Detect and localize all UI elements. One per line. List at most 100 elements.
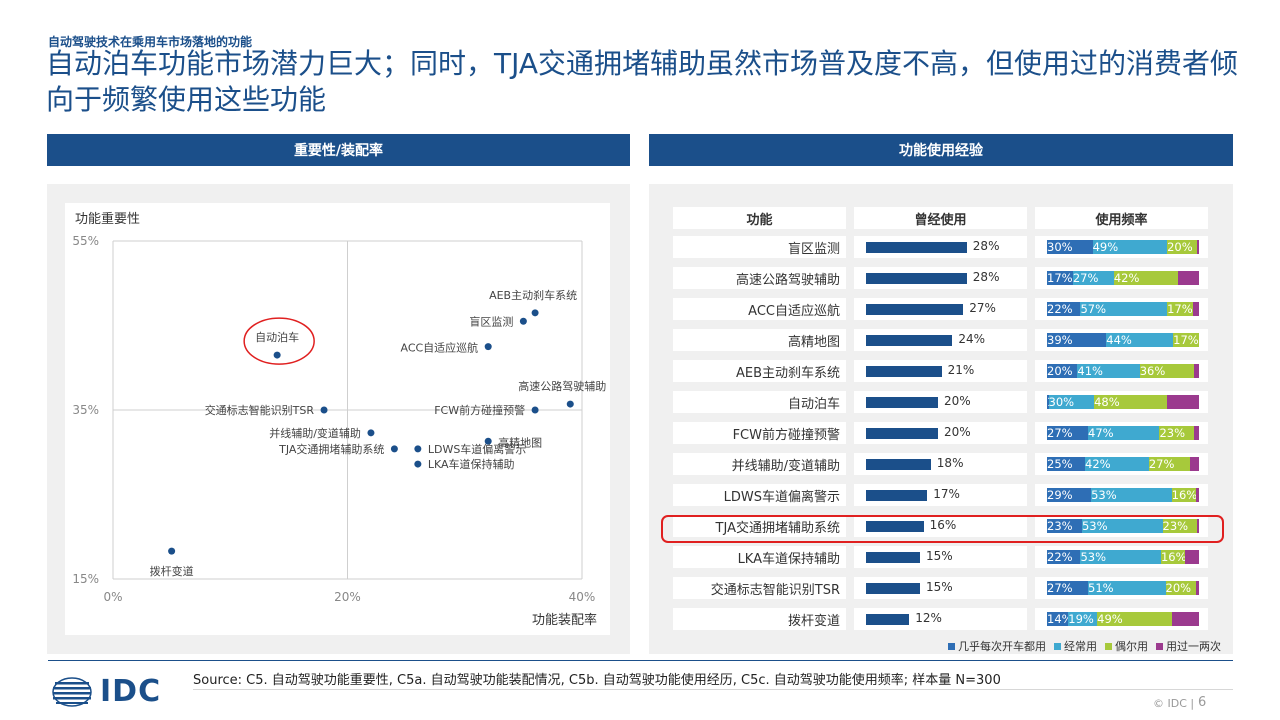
- frequency-segment: [1189, 457, 1199, 471]
- usage-bar: [866, 273, 967, 284]
- frequency-cell: 23% 53% 23%: [1035, 515, 1208, 537]
- frequency-bar: 39% 44% 17%: [1047, 333, 1199, 347]
- frequency-bar: 14% 19% 49%: [1047, 612, 1199, 626]
- frequency-cell: 39% 44% 17%: [1035, 329, 1208, 351]
- usage-bar: [866, 490, 928, 501]
- usage-value: 18%: [936, 456, 964, 470]
- x-tick-label: 40%: [569, 590, 596, 604]
- feature-name-cell: 高速公路驾驶辅助: [673, 267, 846, 289]
- scatter-point: [168, 547, 176, 555]
- legend-label-2: 经常用: [1064, 640, 1097, 653]
- frequency-bar: 22% 57% 17%: [1047, 302, 1199, 316]
- usage-bar: [866, 552, 920, 563]
- feature-name-cell: LKA车道保持辅助: [673, 546, 846, 568]
- frequency-segment: 49%: [1097, 612, 1172, 626]
- point-label: 自动泊车: [255, 330, 299, 344]
- usage-value: 15%: [926, 549, 953, 563]
- frequency-bar: 22% 53% 16%: [1047, 550, 1199, 564]
- scatter-point: [484, 437, 492, 445]
- frequency-segment: 23%: [1162, 519, 1198, 533]
- point-label: LDWS车道偏离警示: [428, 442, 526, 456]
- point-label: FCW前方碰撞预警: [434, 403, 525, 417]
- frequency-segment: 49%: [1092, 240, 1168, 254]
- frequency-cell: 22% 57% 17%: [1035, 298, 1208, 320]
- frequency-segment: [1177, 271, 1199, 285]
- usage-cell: 18%: [854, 453, 1027, 475]
- right-panel-header: 功能使用经验: [649, 134, 1233, 166]
- usage-cell: 20%: [854, 391, 1027, 413]
- usage-bar: [866, 397, 938, 408]
- frequency-cell: 25% 42% 27%: [1035, 453, 1208, 475]
- tja-highlight-box: [661, 515, 1224, 543]
- frequency-segment: 42%: [1113, 271, 1178, 285]
- frequency-segment: 36%: [1139, 364, 1195, 378]
- usage-bar: [866, 335, 953, 346]
- scatter-point: [367, 429, 375, 437]
- usage-value: 12%: [915, 611, 942, 625]
- usage-table: 功能 曾经使用 使用频率 盲区监测 28% 30% 49% 20% 高速公路驾驶辅助 28% 17%…: [673, 207, 1213, 630]
- frequency-segment: 22%: [1047, 302, 1081, 316]
- feature-name-cell: 并线辅助/变道辅助: [673, 453, 846, 475]
- frequency-bar: 17% 27% 42%: [1047, 271, 1199, 285]
- usage-value: 15%: [926, 580, 953, 594]
- frequency-segment: 27%: [1072, 271, 1114, 285]
- frequency-segment: 27%: [1047, 426, 1089, 440]
- right-panel-bg: [649, 184, 1233, 654]
- legend-label-4: 用过一两次: [1166, 640, 1221, 653]
- frequency-segment: [1197, 240, 1199, 254]
- feature-name-cell: ACC自适应巡航: [673, 298, 846, 320]
- frequency-segment: [1194, 426, 1199, 440]
- usage-cell: 28%: [854, 236, 1027, 258]
- y-tick-label: 15%: [72, 572, 99, 586]
- x-axis-title: 功能装配率: [532, 612, 597, 628]
- scatter-point: [414, 445, 422, 453]
- point-label: 交通标志智能识别TSR: [205, 403, 315, 417]
- frequency-segment: 42%: [1085, 457, 1149, 471]
- frequency-bar: 20% 41% 36%: [1047, 364, 1199, 378]
- frequency-segment: 53%: [1081, 519, 1163, 533]
- feature-name-cell: 盲区监测: [673, 236, 846, 258]
- frequency-cell: 27% 47% 23%: [1035, 422, 1208, 444]
- frequency-bar: 25% 42% 27%: [1047, 457, 1199, 471]
- copyright: © IDC |: [1153, 697, 1195, 710]
- frequency-segment: 14%: [1047, 612, 1073, 626]
- usage-cell: 17%: [854, 484, 1027, 506]
- feature-name-cell: AEB主动刹车系统: [673, 360, 846, 382]
- legend-swatch-4: [1156, 642, 1163, 650]
- frequency-segment: [1167, 395, 1199, 409]
- page-number: 6: [1198, 695, 1207, 710]
- frequency-segment: 16%: [1171, 488, 1198, 502]
- point-label: 拨杆变道: [150, 564, 194, 578]
- point-label: 高速公路驾驶辅助: [518, 379, 606, 393]
- usage-bar: [866, 304, 964, 315]
- idc-logo: IDC: [100, 674, 162, 709]
- feature-name-cell: 自动泊车: [673, 391, 846, 413]
- frequency-segment: 53%: [1091, 488, 1172, 502]
- left-panel-header: 重要性/装配率: [47, 134, 630, 166]
- frequency-cell: 1%30%48%: [1035, 391, 1208, 413]
- frequency-cell: 20% 41% 36%: [1035, 360, 1208, 382]
- usage-cell: 12%: [854, 608, 1027, 630]
- frequency-segment: 51%: [1088, 581, 1166, 595]
- feature-name-cell: 交通标志智能识别TSR: [673, 577, 846, 599]
- idc-globe-icon: [52, 677, 92, 707]
- point-label: TJA交通拥堵辅助系统: [278, 442, 384, 456]
- frequency-segment: 53%: [1080, 550, 1161, 564]
- frequency-segment: 20%: [1165, 581, 1196, 595]
- y-tick-label: 55%: [72, 234, 99, 248]
- frequency-segment: [1192, 302, 1199, 316]
- y-tick-label: 35%: [72, 403, 99, 417]
- legend-swatch-1: [948, 642, 955, 650]
- scatter-point: [273, 351, 281, 359]
- frequency-segment: 17%: [1167, 302, 1193, 316]
- page-title: 自动泊车功能市场潜力巨大；同时，TJA交通拥堵辅助虽然市场普及度不高，但使用过的…: [46, 47, 1239, 116]
- frequency-segment: [1197, 519, 1199, 533]
- frequency-segment: 17%: [1047, 271, 1073, 285]
- frequency-segment: 23%: [1047, 519, 1082, 533]
- frequency-segment: [1171, 612, 1199, 626]
- freq-legend: 几乎每次开车都用 经常用 偶尔用 用过一两次: [940, 638, 1221, 654]
- usage-bar: [866, 366, 942, 377]
- frequency-bar: 23% 53% 23%: [1047, 519, 1199, 533]
- y-axis-title: 功能重要性: [75, 211, 140, 227]
